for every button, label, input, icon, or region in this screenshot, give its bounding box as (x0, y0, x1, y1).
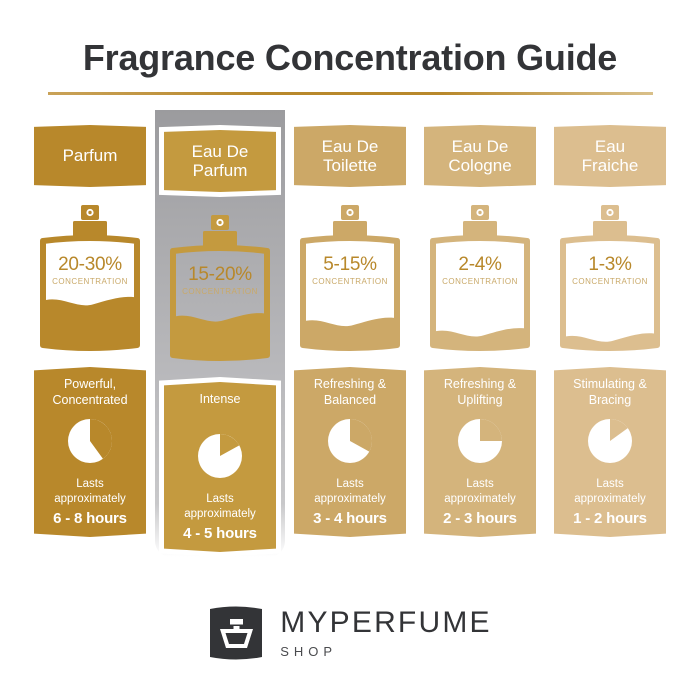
title-block: Fragrance Concentration Guide (0, 38, 700, 95)
column-title: Parfum (62, 146, 118, 166)
column-title: Eau De Cologne (448, 136, 512, 175)
duration-readout: Lasts approximately 1 - 2 hours (573, 477, 647, 527)
duration-pie-chart (458, 419, 502, 463)
duration-card[interactable]: Refreshing & Balanced Lasts approximately… (294, 367, 406, 537)
bottle-graphic (300, 205, 400, 351)
bottle-block: 5-15% CONCENTRATION (291, 203, 409, 353)
duration-card[interactable]: Refreshing & Uplifting Lasts approximatel… (424, 367, 536, 537)
title-divider (47, 91, 653, 95)
lasts-label-2: approximately (184, 508, 256, 521)
duration-hours: 4 - 5 hours (183, 525, 257, 542)
bottle-graphic (560, 205, 660, 351)
mood-description: Stimulating & Bracing (573, 377, 647, 407)
fragrance-column-eau-de-parfum[interactable]: Eau De Parfum 15-20% CONCENTRATION Intens… (155, 110, 285, 557)
duration-card[interactable]: Intense Lasts approximately 4 - 5 hours (159, 377, 281, 557)
duration-card[interactable]: Stimulating & Bracing Lasts approximately… (554, 367, 666, 537)
column-header[interactable]: Eau De Parfum (159, 125, 281, 197)
pie-wrap (64, 415, 116, 472)
duration-hours: 3 - 4 hours (313, 510, 387, 527)
pie-wrap (584, 415, 636, 472)
column-header[interactable]: Eau De Cologne (424, 125, 536, 187)
logo-text: MYPERFUME SHOP (280, 606, 492, 659)
lasts-label-2: approximately (314, 493, 386, 506)
brand-subtitle: SHOP (280, 644, 338, 659)
fragrance-column-eau-fraiche[interactable]: Eau Fraiche 1-3% CONCENTRATION Stimulatin… (545, 110, 675, 537)
pie-wrap (324, 415, 376, 472)
page-title: Fragrance Concentration Guide (82, 37, 618, 78)
duration-hours: 2 - 3 hours (443, 510, 517, 527)
mood-description: Powerful, Concentrated (52, 377, 128, 407)
fragrance-column-eau-de-toilette[interactable]: Eau De Toilette 5-15% CONCENTRATION Refre… (285, 110, 415, 537)
mood-description: Refreshing & Uplifting (443, 377, 517, 407)
lasts-label-1: Lasts (596, 478, 624, 491)
pie-wrap (194, 430, 246, 487)
bottle-block: 20-30% CONCENTRATION (31, 203, 149, 353)
lasts-label-1: Lasts (206, 493, 234, 506)
myperfume-logo-icon (210, 606, 263, 660)
pie-wrap (454, 415, 506, 472)
bottle-block: 15-20% CONCENTRATION (161, 213, 279, 363)
duration-readout: Lasts approximately 2 - 3 hours (443, 477, 517, 527)
mood-description: Intense (199, 392, 241, 406)
bottle-block: 2-4% CONCENTRATION (421, 203, 539, 353)
bottle-block: 1-3% CONCENTRATION (551, 203, 669, 353)
duration-readout: Lasts approximately 6 - 8 hours (53, 477, 127, 527)
lasts-label-2: approximately (54, 493, 126, 506)
column-title: Eau Fraiche (581, 136, 639, 175)
duration-readout: Lasts approximately 4 - 5 hours (183, 492, 257, 542)
column-header[interactable]: Parfum (34, 125, 146, 187)
bottle-graphic (40, 205, 140, 351)
duration-pie-chart (68, 419, 112, 463)
lasts-label-1: Lasts (336, 478, 364, 491)
duration-hours: 6 - 8 hours (53, 510, 127, 527)
mood-description: Refreshing & Balanced (313, 377, 387, 407)
duration-card[interactable]: Powerful, Concentrated Lasts approximatel… (34, 367, 146, 537)
duration-readout: Lasts approximately 3 - 4 hours (313, 477, 387, 527)
column-title: Eau De Parfum (191, 141, 249, 180)
brand-name: MYPERFUME (280, 606, 492, 639)
fragrance-column-parfum[interactable]: Parfum 20-30% CONCENTRATION Powerful, Con… (25, 110, 155, 537)
logo-block: MYPERFUME SHOP (0, 604, 700, 662)
duration-hours: 1 - 2 hours (573, 510, 647, 527)
column-header[interactable]: Eau De Toilette (294, 125, 406, 187)
lasts-label-1: Lasts (76, 478, 104, 491)
lasts-label-1: Lasts (466, 478, 494, 491)
bottle-graphic (430, 205, 530, 351)
concentration-grid: Parfum 20-30% CONCENTRATION Powerful, Con… (0, 110, 700, 590)
duration-pie-chart (328, 419, 372, 463)
duration-pie-chart (198, 434, 242, 478)
column-title: Eau De Toilette (321, 136, 379, 175)
fragrance-column-eau-de-cologne[interactable]: Eau De Cologne 2-4% CONCENTRATION Refresh… (415, 110, 545, 537)
column-header[interactable]: Eau Fraiche (554, 125, 666, 187)
lasts-label-2: approximately (444, 493, 516, 506)
bottle-graphic (170, 215, 270, 361)
lasts-label-2: approximately (574, 493, 646, 506)
duration-pie-chart (588, 419, 632, 463)
